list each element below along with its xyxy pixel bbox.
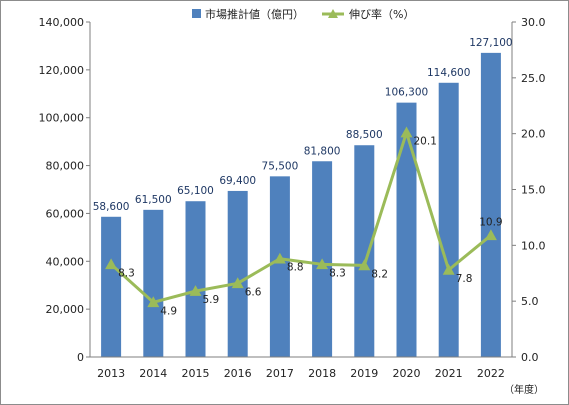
line-marker [105, 258, 118, 270]
legend-bar-swatch [192, 9, 201, 18]
bar [438, 82, 459, 358]
bar-data-label: 58,600 [93, 201, 130, 213]
y-axis-right-tick-label: 10.0 [521, 239, 546, 252]
x-axis-tick-label: 2015 [182, 367, 210, 380]
bar-series: 58,600 61,500 65,100 69,400 75,500 81,800 88,5… [93, 37, 513, 358]
x-axis-tick-label: 2013 [97, 367, 125, 380]
line-marker [442, 263, 455, 275]
bar-data-label: 69,400 [219, 175, 256, 187]
bar-data-label: 65,100 [177, 185, 214, 197]
line-marker [400, 126, 413, 138]
legend-bar-label: 市場推計値（億円） [205, 7, 304, 21]
y-axis-right: 0.0 5.0 10.0 15.0 20.0 25.0 30.0 [511, 16, 546, 364]
y-axis-right-tick-label: 0.0 [521, 351, 539, 364]
x-axis-unit: （年度） [504, 383, 544, 396]
line-marker [316, 258, 329, 270]
line-data-label: 8.3 [329, 267, 346, 279]
line-data-label: 7.8 [456, 273, 473, 285]
bar [396, 102, 417, 357]
bar [480, 52, 501, 357]
line-marker [484, 229, 497, 241]
y-axis-left-tick-label: 80,000 [46, 160, 85, 173]
bar [101, 216, 122, 357]
bar [185, 201, 206, 357]
bar-data-label: 81,800 [304, 145, 341, 157]
x-axis-tick-label: 2019 [350, 367, 378, 380]
legend-line-marker [328, 9, 338, 18]
bar-data-label: 127,100 [469, 37, 512, 49]
line-data-label: 10.9 [479, 216, 502, 228]
bar-data-label: 114,600 [427, 67, 470, 79]
bar [269, 176, 290, 357]
line-data-label: 5.9 [203, 294, 220, 306]
line-marker [189, 285, 202, 296]
y-axis-left-tick-label: 60,000 [46, 207, 85, 220]
line-marker [273, 252, 286, 264]
line-data-label: 6.6 [245, 286, 262, 298]
x-axis-tick-label: 2014 [139, 367, 167, 380]
x-axis-tick-label: 2018 [308, 367, 336, 380]
bar [354, 145, 375, 357]
x-axis-tick-label: 2021 [435, 367, 463, 380]
y-axis-right-tick-label: 5.0 [521, 295, 539, 308]
bar-data-label: 88,500 [346, 129, 383, 141]
x-axis: （年度） 2013 2014 2015 2016 2017 2018 2019 2020 202… [90, 356, 544, 396]
line-data-label: 20.1 [414, 136, 437, 148]
x-axis-tick-label: 2022 [477, 367, 505, 380]
line-marker [358, 259, 371, 271]
bar-data-label: 75,500 [262, 160, 299, 172]
bar [143, 209, 164, 357]
y-axis-right-tick-label: 30.0 [521, 16, 546, 29]
line-series: 8.3 4.9 5.9 6.6 8.8 8.3 8.2 20.1 7.8 10.9 [105, 126, 503, 317]
bar-data-label: 61,500 [135, 194, 172, 206]
line-marker [231, 277, 244, 289]
legend: 市場推計値（億円） 伸び率（%） [192, 7, 414, 21]
y-axis-left-tick-label: 120,000 [39, 64, 85, 77]
y-axis-left-tick-label: 40,000 [46, 255, 85, 268]
legend-line-label: 伸び率（%） [349, 7, 414, 21]
y-axis-left-tick-label: 0 [77, 351, 84, 364]
x-axis-tick-label: 2016 [224, 367, 252, 380]
line-data-label: 4.9 [160, 305, 177, 317]
x-axis-tick-label: 2020 [393, 367, 421, 380]
line-data-label: 8.2 [371, 268, 388, 280]
y-axis-right-tick-label: 25.0 [521, 72, 546, 85]
x-axis-tick-label: 2017 [266, 367, 294, 380]
line-data-label: 8.8 [287, 262, 304, 274]
y-axis-left-tick-label: 100,000 [39, 112, 85, 125]
line-data-label: 8.3 [118, 267, 135, 279]
line-marker [147, 296, 160, 308]
y-axis-right-tick-label: 20.0 [521, 128, 546, 141]
y-axis-left-tick-label: 140,000 [39, 16, 85, 29]
y-axis-left: 0 20,000 40,000 60,000 80,000 100,000 120,000 1… [39, 16, 91, 364]
bar [227, 190, 248, 357]
y-axis-right-tick-label: 15.0 [521, 184, 546, 197]
bar-data-label: 106,300 [385, 87, 428, 99]
y-axis-left-tick-label: 20,000 [46, 303, 85, 316]
growth-rate-line [110, 131, 492, 304]
